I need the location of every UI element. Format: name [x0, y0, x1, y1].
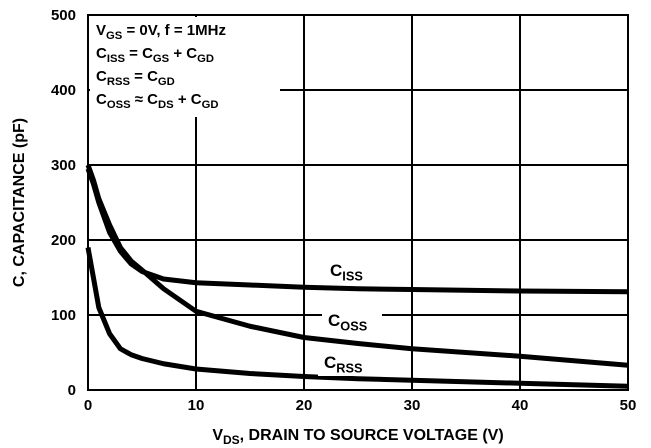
series-label-part: ISS	[342, 268, 363, 283]
x-tick-label: 0	[84, 397, 92, 414]
annotation: CISS = CGS + CGD	[96, 45, 214, 65]
annotation-part: V	[96, 22, 106, 39]
x-axis-label-part: DS	[223, 433, 240, 447]
annotation-part: ISS	[107, 53, 126, 65]
annotation-part: GD	[202, 99, 219, 111]
annotation: VGS = 0V, f = 1MHz	[96, 22, 226, 42]
annotation-part: GS	[153, 53, 170, 65]
y-tick-label: 0	[68, 382, 76, 399]
annotation-part: = C	[125, 45, 153, 62]
annotation-part: + C	[169, 45, 197, 62]
x-axis-label-part: V	[212, 427, 223, 444]
series-label-bg	[318, 350, 378, 376]
annotation-box	[90, 17, 280, 117]
annotation: CRSS = CGD	[96, 68, 175, 88]
annotation-part: RSS	[107, 76, 131, 88]
plot-frame	[87, 14, 629, 391]
series-label-part: C	[330, 261, 342, 280]
x-tick-label: 10	[188, 397, 205, 414]
y-tick-label: 400	[51, 82, 76, 99]
annotation-part: GD	[158, 76, 175, 88]
annotation-part: GS	[106, 30, 123, 42]
series-label-bg	[324, 258, 384, 284]
annotation-part: + C	[174, 91, 202, 108]
series-label: CISS	[330, 261, 363, 283]
series-label: COSS	[328, 311, 367, 333]
x-tick-label: 40	[512, 397, 529, 414]
annotation-part: ≈ C	[131, 91, 159, 108]
annotation-part: GD	[197, 53, 214, 65]
x-axis-label: VDS, DRAIN TO SOURCE VOLTAGE (V)	[212, 427, 503, 447]
x-tick-label: 50	[620, 397, 637, 414]
x-axis-label-part: , DRAIN TO SOURCE VOLTAGE (V)	[240, 427, 504, 444]
annotation-part: C	[96, 91, 107, 108]
x-tick-label: 30	[404, 397, 421, 414]
series-label-part: OSS	[340, 318, 367, 333]
y-tick-label: 300	[51, 157, 76, 174]
series-label-part: C	[328, 311, 340, 330]
y-tick-label: 200	[51, 232, 76, 249]
series-label-part: C	[324, 353, 336, 372]
series-label-bg	[322, 308, 382, 334]
annotation-part: OSS	[107, 99, 131, 111]
series-label: CRSS	[324, 353, 363, 375]
y-tick-label: 100	[51, 307, 76, 324]
series-line	[85, 247, 629, 389]
x-tick-label: 20	[296, 397, 313, 414]
annotation: COSS ≈ CDS + CGD	[96, 91, 218, 111]
annotation-part: = C	[130, 68, 158, 85]
annotation-part: = 0V, f = 1MHz	[122, 22, 226, 39]
y-axis-label: C, CAPACITANCE (pF)	[11, 118, 28, 287]
y-tick-label: 500	[51, 7, 76, 24]
annotation-part: DS	[158, 99, 174, 111]
annotation-part: C	[96, 45, 107, 62]
series-label-part: RSS	[336, 360, 362, 375]
series-line	[85, 164, 629, 368]
annotation-part: C	[96, 68, 107, 85]
